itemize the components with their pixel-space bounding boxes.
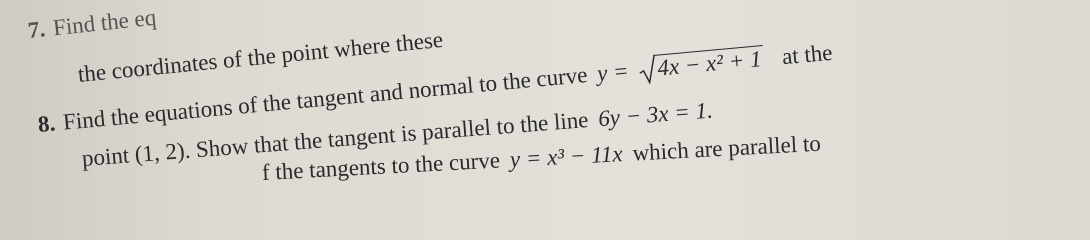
math: y = xyxy=(596,58,630,87)
text-line: 8. Find the equations of the tangent and … xyxy=(37,40,834,138)
item-number: 7. xyxy=(26,16,47,43)
math: y = x³ − 11x xyxy=(509,141,624,172)
item-text: the coordinates of the point where these xyxy=(76,26,445,87)
text-line: 7. Find the eq xyxy=(27,5,158,44)
item-number: 8. xyxy=(36,110,57,137)
page: {"items": [ {"number": "7.", "text": "Fi… xyxy=(0,0,1090,185)
radicand: 4x − x² + 1 xyxy=(653,44,766,81)
item-text: Find the eq xyxy=(51,4,158,41)
radical: 4x − x² + 1 xyxy=(637,44,766,85)
item-text: at the xyxy=(780,39,834,70)
math: 6y − 3x = 1. xyxy=(597,97,714,132)
text-line: the coordinates of the point where these xyxy=(77,27,444,88)
item-text: which are parallel to xyxy=(631,130,822,166)
radical-sign xyxy=(639,54,655,85)
